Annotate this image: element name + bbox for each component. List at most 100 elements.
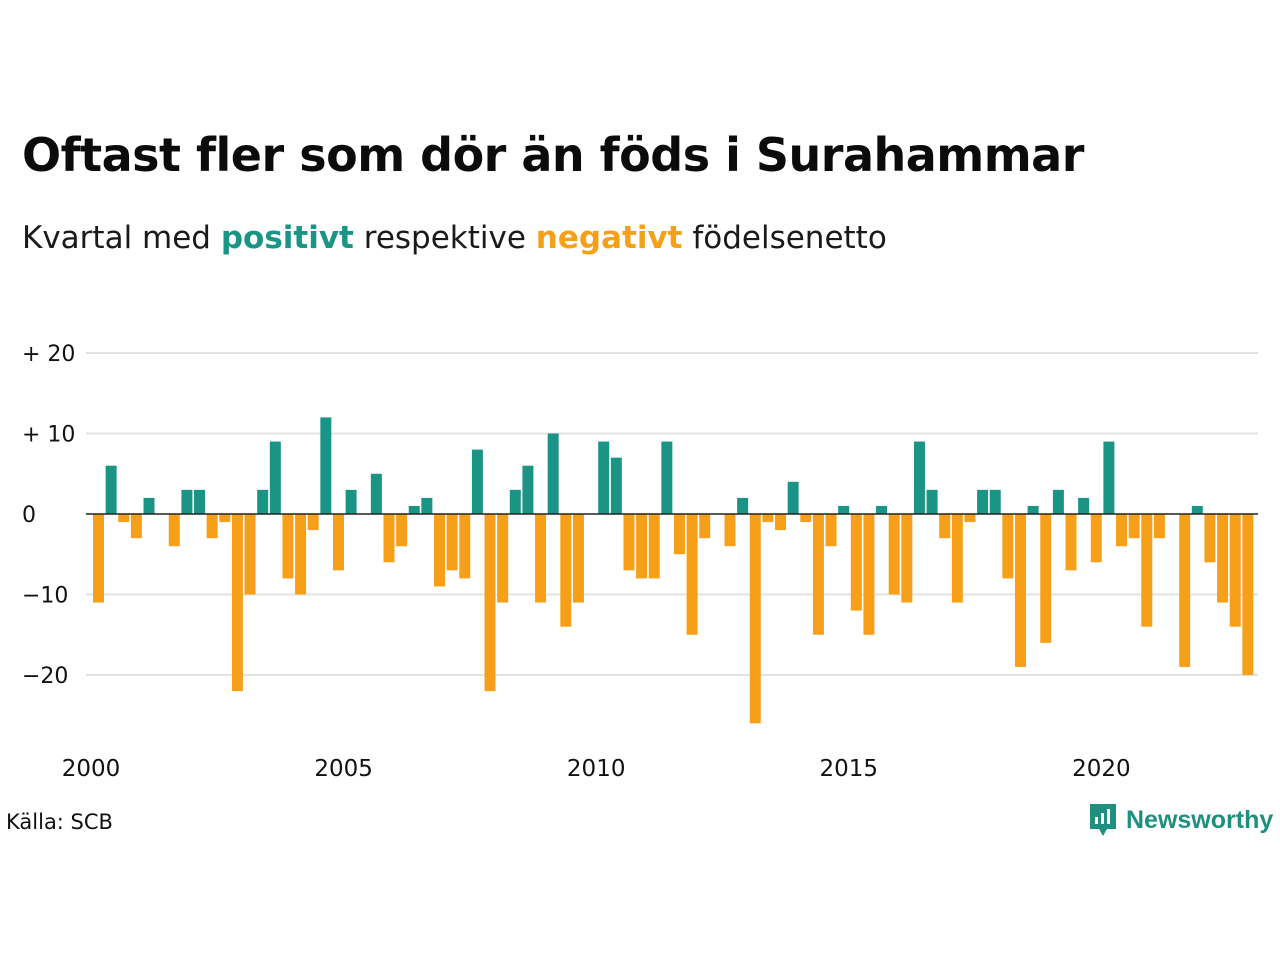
- bar: [408, 505, 420, 514]
- brand-name: Newsworthy: [1126, 805, 1274, 834]
- subtitle-suffix: födelsenetto: [692, 220, 887, 256]
- bar: [307, 514, 319, 531]
- bar: [1002, 514, 1014, 579]
- x-tick-label: 2020: [1072, 756, 1131, 782]
- bar: [964, 514, 976, 523]
- bar: [610, 457, 622, 514]
- x-axis-labels: 2000 2005 2010 2015 2020: [62, 756, 1131, 782]
- bar: [724, 514, 736, 547]
- bar: [471, 449, 483, 514]
- bar: [320, 417, 332, 514]
- bar: [913, 441, 925, 514]
- bar: [1153, 514, 1165, 539]
- bar: [459, 514, 471, 579]
- subtitle-middle: respektive: [363, 220, 526, 256]
- brand-logo[interactable]: Newsworthy: [1088, 802, 1273, 838]
- bar: [105, 465, 117, 514]
- bar: [762, 514, 774, 523]
- bar: [560, 514, 572, 627]
- bar: [623, 514, 635, 571]
- bar: [1141, 514, 1153, 627]
- subtitle-negative: negativt: [535, 220, 683, 256]
- bar: [522, 465, 534, 514]
- bar: [118, 514, 130, 523]
- bar: [370, 473, 382, 514]
- bar: [876, 505, 888, 514]
- bar: [497, 514, 509, 603]
- bar: [93, 514, 104, 603]
- bar: [1179, 514, 1191, 667]
- bar: [332, 514, 344, 571]
- x-tick-label: 2000: [62, 756, 121, 782]
- bar: [257, 489, 269, 514]
- bar: [535, 514, 547, 603]
- bar: [1014, 514, 1026, 667]
- y-tick-label: + 20: [22, 342, 75, 367]
- bar: [648, 514, 660, 579]
- bar: [295, 514, 307, 595]
- y-tick-label: + 10: [22, 423, 75, 448]
- bar: [1191, 505, 1203, 514]
- y-axis-labels: + 20 + 10 0 −10 −20: [22, 342, 75, 689]
- bar: [219, 514, 231, 523]
- bar: [547, 433, 559, 514]
- bar: [206, 514, 218, 539]
- bar: [282, 514, 294, 579]
- chart-subtitle: Kvartal med positivt respektive negativt…: [22, 220, 887, 256]
- bar: [484, 514, 496, 692]
- bar: [636, 514, 648, 579]
- bar: [1090, 514, 1102, 563]
- bar: [572, 514, 584, 603]
- bar: [345, 489, 357, 514]
- bar: [1242, 514, 1254, 675]
- bar: [825, 514, 837, 547]
- bar: [951, 514, 963, 603]
- bar: [434, 514, 446, 587]
- bar: [863, 514, 875, 635]
- bar: [888, 514, 900, 595]
- bar: [269, 441, 281, 514]
- bar: [661, 441, 673, 514]
- bar: [1204, 514, 1216, 563]
- bar: [673, 514, 685, 555]
- bars: [93, 417, 1254, 724]
- bar: [1116, 514, 1128, 547]
- source-note: Källa: SCB: [6, 810, 113, 834]
- y-tick-label: −10: [22, 584, 68, 609]
- bar: [181, 489, 193, 514]
- bar: [421, 497, 433, 514]
- bar: [800, 514, 812, 523]
- bar: [1217, 514, 1229, 603]
- bar: [143, 497, 155, 514]
- subtitle-positive: positivt: [220, 220, 354, 256]
- bar: [231, 514, 243, 692]
- bar: [838, 505, 850, 514]
- bar: [509, 489, 521, 514]
- bar: [901, 514, 913, 603]
- bar: [737, 497, 749, 514]
- bar: [1065, 514, 1077, 571]
- bar: [1027, 505, 1039, 514]
- gridlines: [86, 352, 1258, 676]
- bar: [939, 514, 951, 539]
- bar: [850, 514, 862, 611]
- x-tick-label: 2005: [314, 756, 373, 782]
- bar: [787, 481, 799, 514]
- bar: [168, 514, 180, 547]
- bar: [598, 441, 610, 514]
- bar: [1040, 514, 1052, 643]
- bar: [446, 514, 458, 571]
- chart-title: Oftast fler som dör än föds i Surahammar: [22, 128, 1084, 182]
- bar: [1052, 489, 1064, 514]
- bar: [1128, 514, 1140, 539]
- bar: [926, 489, 938, 514]
- bar: [775, 514, 787, 531]
- subtitle-prefix: Kvartal med: [22, 220, 211, 256]
- bar: [812, 514, 824, 635]
- bar: [130, 514, 142, 539]
- x-tick-label: 2015: [820, 756, 879, 782]
- bar: [244, 514, 256, 595]
- bar: [1078, 497, 1090, 514]
- newsworthy-logo-icon: [1090, 804, 1116, 836]
- bar: [396, 514, 408, 547]
